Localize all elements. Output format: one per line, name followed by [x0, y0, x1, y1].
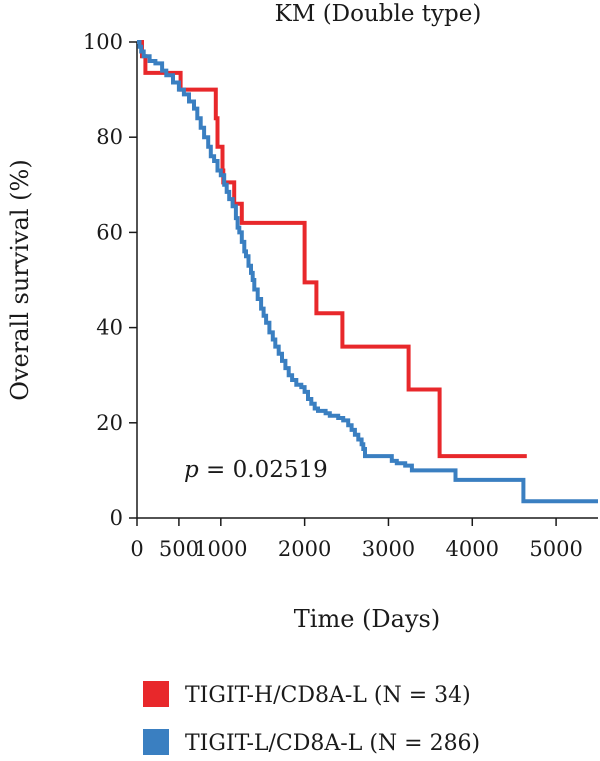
x-tick-label: 1000: [194, 537, 247, 561]
x-axis-label: Time (Days): [294, 605, 440, 633]
x-tick-label: 4000: [446, 537, 499, 561]
survival-curves: [137, 40, 598, 504]
y-tick-label: 0: [110, 506, 123, 530]
y-ticks: 0 20 40 60 80 100: [83, 30, 137, 530]
p-value-text: = 0.02519: [199, 457, 328, 483]
series-line-2: [137, 40, 598, 504]
axes: [136, 42, 598, 519]
x-tick-label: 0: [130, 537, 143, 561]
legend-swatch-1: [143, 681, 169, 707]
chart-title: KM (Double type): [275, 1, 482, 27]
legend-label-2: TIGIT-L/CD8A-L (N = 286): [185, 731, 480, 756]
legend: TIGIT-H/CD8A-L (N = 34) TIGIT-L/CD8A-L (N…: [143, 681, 480, 756]
p-value-annotation: p = 0.02519: [184, 457, 328, 483]
y-axis-label: Overall survival (%): [6, 159, 34, 400]
y-tick-label: 80: [96, 125, 123, 149]
legend-swatch-2: [143, 729, 169, 755]
x-tick-label: 500: [159, 537, 199, 561]
y-tick-label: 40: [96, 316, 123, 340]
y-tick-label: 100: [83, 30, 123, 54]
y-tick-label: 20: [96, 411, 123, 435]
x-tick-label: 2000: [278, 537, 331, 561]
x-tick-label: 5000: [529, 537, 582, 561]
legend-label-1: TIGIT-H/CD8A-L (N = 34): [185, 683, 471, 708]
p-symbol: p: [184, 457, 199, 483]
x-tick-label: 3000: [362, 537, 415, 561]
y-tick-label: 60: [96, 220, 123, 244]
